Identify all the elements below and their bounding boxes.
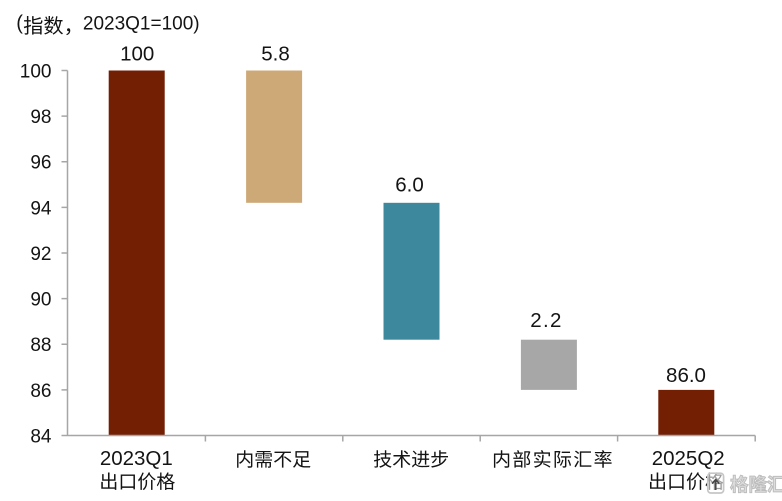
svg-text:6.0: 6.0 bbox=[395, 174, 424, 197]
svg-text:92: 92 bbox=[30, 244, 51, 265]
svg-text:88: 88 bbox=[30, 335, 51, 356]
svg-text:94: 94 bbox=[30, 198, 52, 219]
svg-text:2025Q2: 2025Q2 bbox=[652, 447, 725, 470]
svg-text:86: 86 bbox=[30, 381, 51, 402]
svg-text:96: 96 bbox=[30, 153, 51, 174]
svg-text:5.8: 5.8 bbox=[261, 43, 290, 66]
svg-text:98: 98 bbox=[30, 107, 51, 128]
svg-text:(: ( bbox=[16, 13, 23, 35]
svg-text:2023Q1: 2023Q1 bbox=[100, 447, 173, 470]
svg-text:100: 100 bbox=[20, 61, 52, 82]
svg-text:2023Q1=100): 2023Q1=100) bbox=[83, 14, 200, 35]
svg-text:90: 90 bbox=[30, 290, 51, 311]
svg-text:86.0: 86.0 bbox=[666, 364, 706, 387]
svg-text:2.2: 2.2 bbox=[530, 309, 562, 332]
svg-text:100: 100 bbox=[120, 43, 154, 66]
svg-text:84: 84 bbox=[30, 426, 52, 447]
